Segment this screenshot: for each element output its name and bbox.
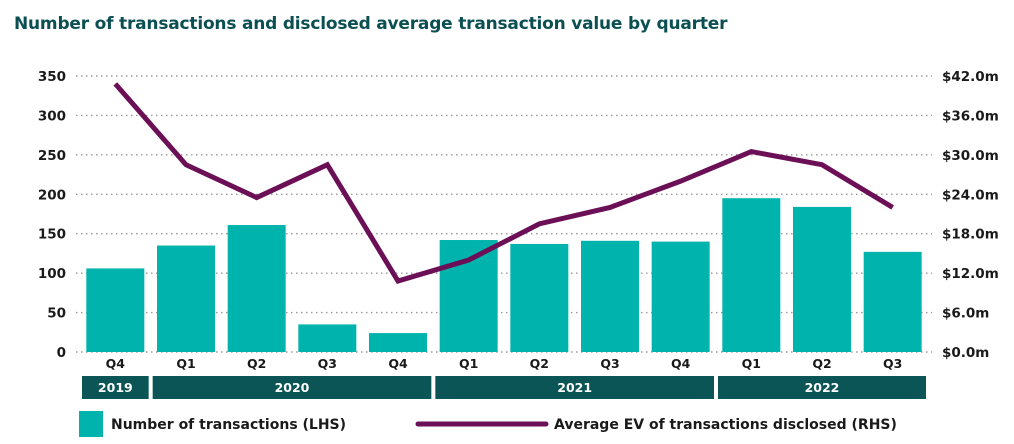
legend-label-bars: Number of transactions (LHS) xyxy=(111,417,346,433)
x-tick-label: Q4 xyxy=(388,356,408,371)
year-bands: 2019 2020 2021 2022 xyxy=(82,376,926,399)
left-tick-label: 200 xyxy=(38,187,66,203)
year-band xyxy=(435,376,714,399)
right-tick-label: $12.0m xyxy=(942,266,999,282)
bar xyxy=(298,324,357,352)
x-tick-label: Q3 xyxy=(883,356,902,371)
year-label: 2019 xyxy=(98,380,133,395)
year-band xyxy=(718,376,926,399)
left-tick-label: 300 xyxy=(38,108,66,124)
right-tick-label: $30.0m xyxy=(942,148,999,164)
bar xyxy=(510,243,569,352)
left-tick-label: 50 xyxy=(47,306,66,322)
right-axis: $0.0m $6.0m $12.0m $18.0m $24.0m $30.0m $36.0m… xyxy=(942,69,999,361)
bar xyxy=(651,241,710,352)
x-tick-label: Q4 xyxy=(106,356,126,371)
legend-label-line: Average EV of transactions disclosed (RH… xyxy=(554,417,897,433)
left-tick-label: 150 xyxy=(38,227,66,243)
chart-title: Number of transactions and disclosed ave… xyxy=(14,14,728,34)
x-tick-label: Q3 xyxy=(318,356,337,371)
x-tick-label: Q2 xyxy=(812,356,831,371)
bar xyxy=(157,245,215,352)
bar xyxy=(793,206,851,352)
bar xyxy=(369,333,427,352)
bar xyxy=(863,251,922,352)
x-tick-label: Q3 xyxy=(600,356,619,371)
right-tick-label: $0.0m xyxy=(942,345,989,361)
year-label: 2020 xyxy=(275,380,310,395)
right-tick-label: $36.0m xyxy=(942,108,999,124)
right-tick-label: $42.0m xyxy=(942,69,999,85)
x-tick-label: Q1 xyxy=(176,356,195,371)
x-tick-label: Q1 xyxy=(459,356,478,371)
x-tick-label: Q2 xyxy=(247,356,266,371)
line-path xyxy=(113,82,894,284)
right-tick-label: $24.0m xyxy=(942,187,999,203)
left-tick-label: 250 xyxy=(38,148,66,164)
year-band xyxy=(152,376,432,399)
right-tick-label: $18.0m xyxy=(942,227,999,243)
left-tick-label: 0 xyxy=(57,345,66,361)
x-tick-label: Q4 xyxy=(671,356,691,371)
x-tick-label: Q1 xyxy=(742,356,761,371)
bar xyxy=(722,198,781,352)
bar xyxy=(439,240,498,352)
x-tick-label: Q2 xyxy=(530,356,549,371)
line-series xyxy=(113,82,894,284)
left-tick-label: 350 xyxy=(38,69,66,85)
right-tick-label: $6.0m xyxy=(942,306,989,322)
legend-swatch-bars xyxy=(79,411,103,437)
year-label: 2021 xyxy=(557,380,592,395)
bar xyxy=(86,268,145,352)
year-label: 2022 xyxy=(805,380,840,395)
left-tick-label: 100 xyxy=(38,266,66,282)
bar xyxy=(227,225,286,352)
bar-series xyxy=(86,198,922,352)
bar xyxy=(581,240,639,352)
year-band xyxy=(82,376,149,399)
legend: Number of transactions (LHS) Average EV … xyxy=(79,411,897,437)
x-axis: Q4 Q1 Q2 Q3 Q4 Q1 Q2 Q3 Q4 Q1 Q2 Q3 xyxy=(106,356,903,371)
left-axis: 0 50 100 150 200 250 300 350 xyxy=(38,69,66,361)
